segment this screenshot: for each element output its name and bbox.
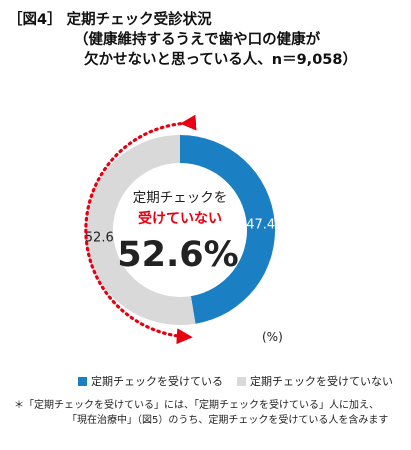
title-line-1: ［図4］ 定期チェック受診状況 xyxy=(8,12,212,28)
chart-title: ［図4］ 定期チェック受診状況 （健康維持するうえで歯や口の健康が 欠かせないと… xyxy=(8,10,408,70)
footnote-line-1: ＊「定期チェックを受けている」には、「定期チェックを受けている」人に加え、 xyxy=(14,400,379,411)
donut-chart: 47.4 52.6 定期チェックを 受けていない 52.6% xyxy=(84,114,276,345)
legend-item-not-receiving: 定期チェックを受けていない xyxy=(237,373,393,389)
legend-label-not-receiving: 定期チェックを受けていない xyxy=(250,375,393,388)
data-label-not-receiving: 52.6 xyxy=(85,231,114,246)
legend: 定期チェックを受けている 定期チェックを受けていない xyxy=(78,373,407,389)
legend-swatch-receiving xyxy=(78,376,87,386)
footnote: ＊「定期チェックを受けている」には、「定期チェックを受けている」人に加え、 「現… xyxy=(14,398,409,428)
title-line-2: （健康維持するうえで歯や口の健康が xyxy=(74,32,321,48)
center-label-line-2: 受けていない xyxy=(138,210,222,227)
legend-swatch-not-receiving xyxy=(237,376,246,386)
title-line-3: 欠かせないと思っている人、n＝9,058） xyxy=(84,52,357,68)
data-label-receiving: 47.4 xyxy=(246,217,275,232)
unit-label: (%) xyxy=(262,330,283,344)
legend-item-receiving: 定期チェックを受けている xyxy=(78,373,223,389)
donut-slice-receiving xyxy=(180,135,276,324)
legend-label-receiving: 定期チェックを受けている xyxy=(91,375,223,388)
emphasis-arrow-arc xyxy=(84,114,197,345)
center-label-line-1: 定期チェックを xyxy=(133,190,228,206)
center-value: 52.6% xyxy=(117,235,238,275)
donut-slice-not-receiving xyxy=(85,135,196,325)
footnote-line-2: 「現在治療中」（図5）のうち、定期チェックを受けている人を含みます xyxy=(67,415,389,426)
